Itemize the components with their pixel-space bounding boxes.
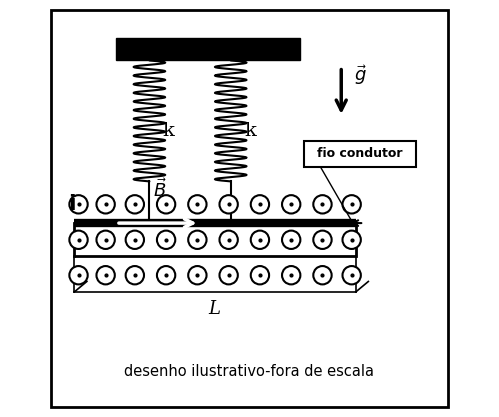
Circle shape (126, 231, 144, 249)
Circle shape (126, 195, 144, 214)
Text: L: L (208, 299, 220, 318)
Bar (116, 38, 299, 60)
Circle shape (157, 266, 175, 284)
Circle shape (69, 231, 88, 249)
Text: k: k (162, 122, 174, 141)
Circle shape (157, 231, 175, 249)
Circle shape (282, 266, 300, 284)
Circle shape (220, 266, 238, 284)
Circle shape (96, 266, 115, 284)
Circle shape (342, 266, 361, 284)
Circle shape (96, 231, 115, 249)
Circle shape (126, 266, 144, 284)
Text: $\vec{g}$: $\vec{g}$ (354, 63, 366, 87)
Circle shape (313, 195, 332, 214)
Bar (304, 141, 416, 167)
Circle shape (282, 195, 300, 214)
Circle shape (96, 195, 115, 214)
Circle shape (157, 195, 175, 214)
Circle shape (69, 195, 88, 214)
Text: k: k (245, 122, 256, 141)
Circle shape (313, 266, 332, 284)
Circle shape (188, 195, 207, 214)
Text: $\vec{B}$: $\vec{B}$ (153, 178, 167, 201)
Text: fio condutor: fio condutor (317, 147, 403, 160)
Circle shape (251, 195, 269, 214)
Text: $\mathbf{i}$: $\mathbf{i}$ (67, 194, 75, 214)
Text: desenho ilustrativo-fora de escala: desenho ilustrativo-fora de escala (124, 364, 375, 379)
Circle shape (313, 231, 332, 249)
Circle shape (188, 266, 207, 284)
Circle shape (342, 195, 361, 214)
Circle shape (282, 231, 300, 249)
Circle shape (220, 195, 238, 214)
Circle shape (251, 266, 269, 284)
Circle shape (220, 231, 238, 249)
Circle shape (188, 231, 207, 249)
Circle shape (342, 231, 361, 249)
Circle shape (251, 231, 269, 249)
FancyBboxPatch shape (51, 10, 448, 407)
Circle shape (69, 266, 88, 284)
